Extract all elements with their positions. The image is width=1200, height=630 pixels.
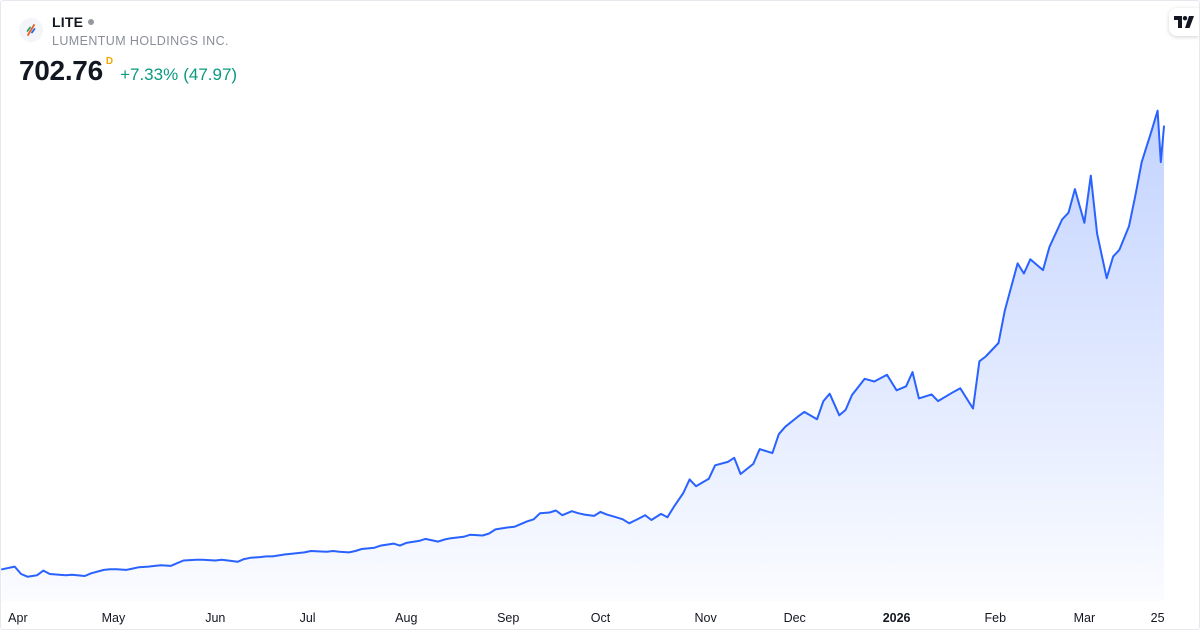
tradingview-logo-icon[interactable]: [1169, 8, 1199, 36]
symbol-row: LITE: [52, 14, 95, 30]
x-axis: Apr May Jun Jul Aug Sep Oct Nov Dec 2026 Feb Mar 25: [8, 611, 1164, 625]
x-tick-label: Jul: [300, 611, 316, 625]
x-tick-label: Feb: [985, 611, 1007, 625]
market-status-dot: [88, 19, 95, 25]
x-tick-label: Apr: [8, 611, 27, 625]
change-percent: +7.33%: [120, 65, 179, 84]
symbol-header: LITE LUMENTUM HOLDINGS INC. 702.76 D +7.…: [19, 13, 1129, 93]
change-absolute: (47.97): [183, 65, 238, 84]
x-tick-label: Aug: [395, 611, 417, 625]
lumentum-logo-icon: [19, 18, 43, 42]
last-price: 702.76: [19, 55, 103, 86]
price-change: +7.33% (47.97): [120, 65, 237, 85]
price-area-fill: [2, 110, 1164, 601]
x-tick-label: Dec: [784, 611, 806, 625]
x-tick-label: 25: [1151, 611, 1165, 625]
ticker-symbol[interactable]: LITE: [52, 14, 84, 30]
x-tick-label: Oct: [591, 611, 611, 625]
price-row: 702.76 D +7.33% (47.97): [19, 55, 237, 87]
x-tick-label: May: [102, 611, 126, 625]
x-tick-label: Mar: [1074, 611, 1096, 625]
price-line: [1, 109, 1165, 578]
x-tick-label: Sep: [497, 611, 519, 625]
x-tick-label: Jun: [205, 611, 225, 625]
x-tick-label: 2026: [883, 611, 911, 625]
period-badge: D: [105, 56, 114, 67]
company-name: LUMENTUM HOLDINGS INC.: [52, 34, 229, 48]
x-tick-label: Nov: [694, 611, 717, 625]
